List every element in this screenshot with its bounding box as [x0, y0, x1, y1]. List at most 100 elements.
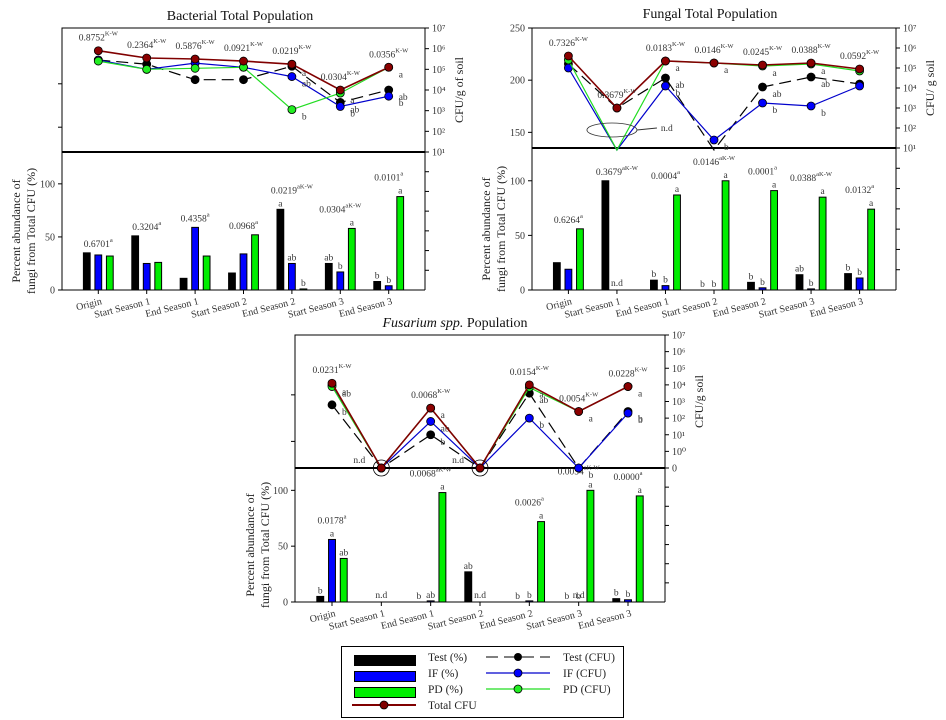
cfu-point — [327, 378, 337, 388]
bar-fungal-2-3 — [721, 180, 730, 291]
bar-pvalue: 0.0000a — [613, 470, 642, 483]
bar-letter: a — [330, 529, 335, 539]
bar-fungal-1-4 — [758, 287, 767, 291]
bar-nd-label: n.d — [474, 591, 486, 601]
left-axis-label-line2: fungi from Total CFU (%) — [24, 168, 38, 294]
cfu-point — [426, 430, 436, 440]
cfu-point — [287, 72, 297, 81]
cfu-pvalue: 0.0146K-W — [694, 43, 734, 56]
bar-letter: b — [846, 264, 851, 274]
bar-letter: b — [565, 592, 570, 602]
chart-title: Fusarium spp. Population — [381, 316, 527, 331]
cfu-pvalue: 0.0245K-W — [743, 45, 783, 58]
bar-bacterial-0-4 — [276, 208, 285, 291]
legend-line-total-cfu — [352, 700, 416, 710]
bar-fungal-0-0 — [552, 262, 561, 291]
bar-fungal-0-6 — [844, 273, 852, 291]
bar-fungal-2-0 — [576, 228, 584, 291]
bar-ytick-label: 50 — [278, 542, 288, 553]
bar-pvalue: 0.0968a — [229, 219, 258, 232]
upper-plot-frame — [294, 334, 666, 469]
bar-fusarium-1-0 — [328, 538, 336, 603]
bar-bacterial-2-3 — [251, 234, 259, 291]
bar-ytick-label: 100 — [40, 179, 55, 190]
cfu-tick-label: 10⁰ — [672, 447, 686, 458]
cfu-point — [623, 382, 633, 391]
cfu-point — [376, 463, 386, 473]
cfu-tick-label: 10⁶ — [672, 347, 686, 358]
bar-fungal-1-2 — [661, 285, 670, 291]
bar-letter: a — [675, 185, 680, 195]
cfu-letter: ab — [302, 80, 311, 90]
bar-letter: b — [712, 280, 717, 290]
bar-bacterial-0-2 — [179, 277, 188, 291]
bar-ytick-label: 100 — [273, 486, 288, 497]
cfu-pvalue: 0.0219K-W — [272, 44, 312, 57]
chart-fungal: Fungal Total Population050100150200250bb… — [479, 7, 937, 321]
cfu-letter: ab — [441, 424, 450, 434]
cfu-point — [142, 53, 152, 63]
bar-letter: a — [440, 483, 445, 493]
bar-pvalue: 0.0178a — [317, 513, 346, 526]
legend-marker-test-cfu — [514, 653, 522, 661]
cfu-letter: b — [773, 106, 778, 116]
cfu-tick-label: 10⁵ — [672, 364, 686, 375]
bar-pvalue: 0.0026a — [515, 496, 544, 509]
cfu-point — [661, 81, 670, 91]
bar-pvalue: 0.0001a — [748, 165, 777, 178]
bar-fungal-1-6 — [855, 277, 864, 291]
cfu-letter: b — [441, 438, 446, 448]
cfu-point — [623, 408, 633, 418]
bar-letter: b — [338, 262, 343, 272]
bar-letter: b — [700, 280, 705, 290]
bar-letter: b — [614, 589, 619, 599]
bar-bacterial-0-1 — [131, 235, 140, 291]
bar-pvalue: 0.0068aK-W — [410, 467, 453, 480]
cfu-letter: a — [589, 414, 594, 424]
nd-label: n.d — [661, 124, 673, 134]
bar-fusarium-2-6 — [635, 495, 644, 603]
cfu-point — [709, 58, 719, 68]
bar-fungal-0-5 — [795, 274, 804, 291]
cfu-tick-label: 10³ — [672, 397, 685, 408]
cfu-letter: a — [441, 411, 446, 421]
nd-circle — [372, 459, 390, 477]
cfu-point — [335, 102, 345, 111]
bar-fungal-0-4 — [747, 281, 755, 291]
right-axis-label: CFU/ g soil — [923, 59, 937, 116]
cfu-point — [758, 98, 767, 108]
cfu-point — [612, 103, 622, 113]
cfu-pvalue: 0.0154K-W — [510, 365, 550, 378]
cfu-pvalue: 0.0231K-W — [312, 363, 352, 376]
legend-label-if-pct: IF (%) — [428, 668, 459, 680]
cfu-point — [190, 75, 200, 85]
bar-letter: ab — [324, 253, 333, 263]
cfu-letter: a — [399, 70, 404, 80]
category-label: Start Season 1 — [328, 608, 386, 633]
upper-left-tick-label: 150 — [510, 128, 525, 139]
bar-letter: b — [809, 279, 814, 289]
cfu-tick-label: 10³ — [432, 106, 445, 117]
cfu-point — [327, 400, 337, 410]
bar-bacterial-2-2 — [202, 255, 211, 291]
cfu-pvalue: 0.3679K-W — [597, 88, 637, 101]
cfu-letter: a — [724, 66, 729, 76]
cfu-letter: ab — [342, 390, 351, 400]
bar-ytick-label: 0 — [283, 598, 288, 609]
bar-letter: ab — [287, 253, 296, 263]
category-label: Start Season 1 — [93, 296, 151, 321]
chart-title: Fungal Total Population — [643, 7, 778, 22]
bar-letter: a — [588, 480, 593, 490]
bar-letter: a — [723, 171, 728, 181]
bar-fungal-2-2 — [673, 194, 681, 291]
cfu-point — [806, 58, 816, 68]
left-axis-label-line1: Percent abundance of — [243, 493, 257, 596]
bar-pvalue: 0.0304aK-W — [319, 202, 362, 215]
bar-bacterial-2-4 — [299, 288, 308, 291]
bar-fungal-2-5 — [818, 196, 827, 291]
bar-pvalue: 0.4358a — [181, 211, 210, 224]
bar-nd-label: n.d — [573, 591, 585, 601]
cfu-point — [426, 403, 436, 413]
bar-bacterial-2-5 — [347, 227, 356, 291]
